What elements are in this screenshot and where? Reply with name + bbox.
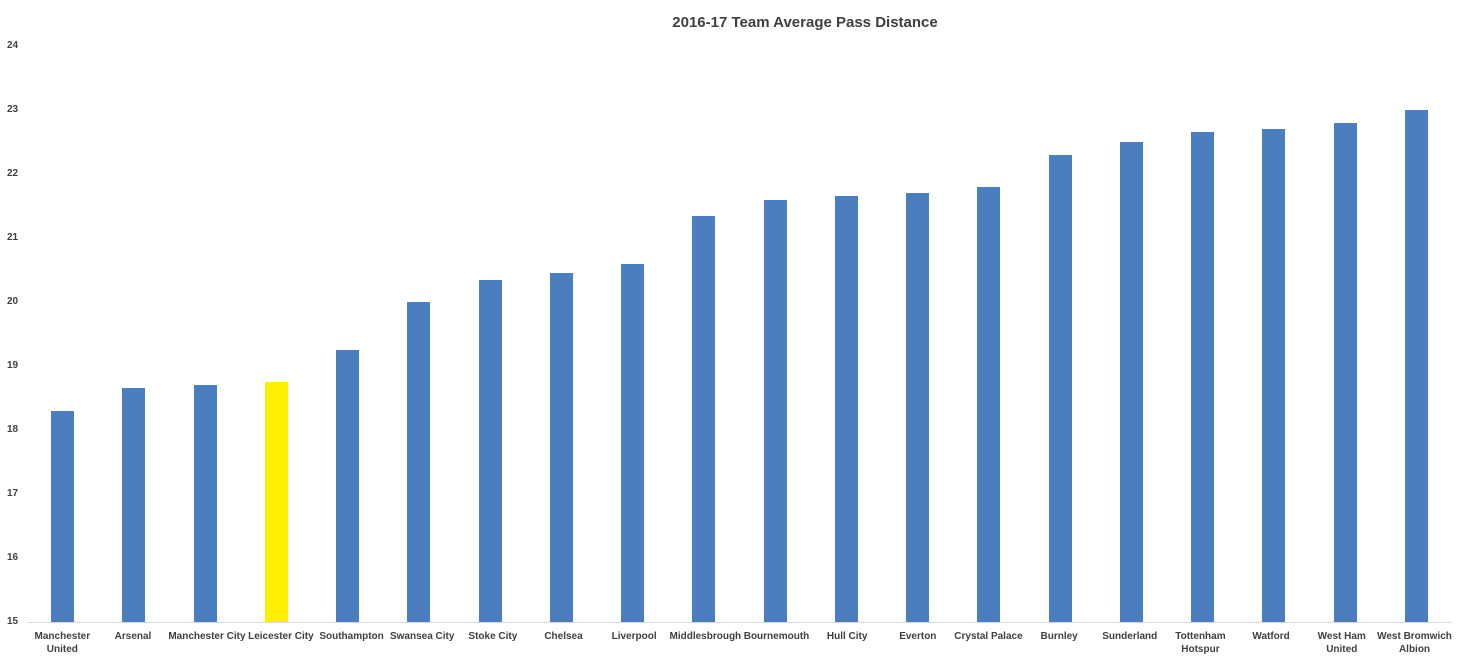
x-label-cell: Chelsea (528, 630, 599, 656)
x-axis-label-everton: Everton (899, 631, 937, 642)
x-axis-label-bournemouth: Bournemouth (743, 631, 810, 642)
x-axis-label-leicester-city: Leicester City (248, 631, 314, 642)
x-axis-label-manchester-united: Manchester United (34, 631, 91, 655)
x-axis-label-watford: Watford (1252, 631, 1290, 642)
x-label-cell: Sunderland (1094, 630, 1165, 656)
x-label-cell: West Bromwich Albion (1377, 630, 1452, 656)
x-axis-label-sunderland: Sunderland (1102, 631, 1158, 642)
y-axis: 15 16 17 18 19 20 21 22 23 24 (0, 0, 26, 659)
bar-slot (1167, 46, 1238, 622)
x-axis-label-west-ham-united: West Ham United (1317, 631, 1366, 655)
y-tick-label-20: 20 (7, 296, 19, 307)
bar-slot (1381, 46, 1452, 622)
chart-title: 2016-17 Team Average Pass Distance (672, 14, 938, 31)
x-axis-label-hull-city: Hull City (826, 631, 868, 642)
x-axis-line (27, 622, 1452, 623)
x-axis-label-middlesbrough: Middlesbrough (669, 631, 742, 642)
x-axis-labels: Manchester United Arsenal Manchester City L… (27, 630, 1452, 656)
x-axis-label-arsenal: Arsenal (114, 631, 152, 642)
bar-slot (1025, 46, 1096, 622)
x-label-cell: Middlesbrough (670, 630, 742, 656)
x-axis-label-swansea-city: Swansea City (389, 631, 455, 642)
x-label-cell: Arsenal (98, 630, 169, 656)
bar-west-bromwich-albion (1404, 110, 1428, 622)
bar-slot (27, 46, 98, 622)
bar-slot (882, 46, 953, 622)
bar-sunderland (1119, 142, 1143, 622)
x-label-cell: West Ham United (1306, 630, 1377, 656)
y-tick-label-18: 18 (7, 424, 19, 435)
bar-middlesbrough (692, 215, 716, 622)
bar-slot (1096, 46, 1167, 622)
bar-stoke-city (478, 279, 502, 622)
bar-tottenham-hotspur (1191, 132, 1215, 622)
x-axis-label-southampton: Southampton (319, 631, 384, 642)
x-axis-label-stoke-city: Stoke City (468, 631, 518, 642)
bar-series (27, 46, 1452, 622)
bar-slot (455, 46, 526, 622)
bar-slot (312, 46, 383, 622)
bar-watford (1262, 129, 1286, 622)
x-label-cell: Leicester City (246, 630, 317, 656)
x-label-cell: Hull City (812, 630, 883, 656)
bar-slot (241, 46, 312, 622)
x-axis-label-manchester-city: Manchester City (168, 631, 246, 642)
bar-everton (906, 193, 930, 622)
bar-manchester-united (51, 410, 75, 622)
y-tick-label-16: 16 (7, 552, 19, 563)
x-axis-label-burnley: Burnley (1040, 631, 1078, 642)
bar-slot (740, 46, 811, 622)
bar-slot (668, 46, 739, 622)
bar-slot (953, 46, 1024, 622)
plot-area (27, 46, 1452, 622)
x-label-cell: Manchester City (168, 630, 245, 656)
bar-southampton (336, 350, 360, 622)
bar-slot (526, 46, 597, 622)
bar-hull-city (834, 196, 858, 622)
x-axis-label-chelsea: Chelsea (544, 631, 583, 642)
x-label-cell: Swansea City (387, 630, 458, 656)
bar-slot (383, 46, 454, 622)
bar-burnley (1048, 154, 1072, 622)
x-axis-label-tottenham-hotspur: Tottenham Hotspur (1175, 631, 1226, 655)
x-axis-label-west-bromwich-albion: West Bromwich Albion (1377, 631, 1452, 655)
bar-liverpool (621, 263, 645, 622)
y-tick-label-15: 15 (7, 616, 19, 627)
y-tick-label-24: 24 (7, 40, 19, 51)
x-label-cell: Manchester United (27, 630, 98, 656)
bar-arsenal (122, 388, 146, 622)
bar-swansea-city (407, 302, 431, 622)
bar-west-ham-united (1333, 122, 1357, 622)
x-axis-label-crystal-palace: Crystal Palace (954, 631, 1023, 642)
bar-crystal-palace (977, 186, 1001, 622)
bar-slot (1238, 46, 1309, 622)
x-axis-label-liverpool: Liverpool (611, 631, 657, 642)
bar-slot (170, 46, 241, 622)
x-label-cell: Crystal Palace (953, 630, 1024, 656)
bar-slot (1310, 46, 1381, 622)
x-label-cell: Liverpool (599, 630, 670, 656)
y-tick-label-21: 21 (7, 232, 19, 243)
x-label-cell: Stoke City (458, 630, 529, 656)
x-label-cell: Bournemouth (741, 630, 812, 656)
bar-chelsea (549, 273, 573, 622)
x-label-cell: Southampton (316, 630, 387, 656)
x-label-cell: Everton (882, 630, 953, 656)
bar-slot (597, 46, 668, 622)
bar-leicester-city (264, 382, 288, 622)
y-tick-label-19: 19 (7, 360, 19, 371)
x-label-cell: Watford (1236, 630, 1307, 656)
bar-slot (98, 46, 169, 622)
bar-manchester-city (193, 385, 217, 622)
bar-slot (811, 46, 882, 622)
x-label-cell: Tottenham Hotspur (1165, 630, 1236, 656)
y-tick-label-23: 23 (7, 104, 19, 115)
y-tick-label-22: 22 (7, 168, 19, 179)
x-label-cell: Burnley (1024, 630, 1095, 656)
y-tick-label-17: 17 (7, 488, 19, 499)
bar-bournemouth (763, 199, 787, 622)
